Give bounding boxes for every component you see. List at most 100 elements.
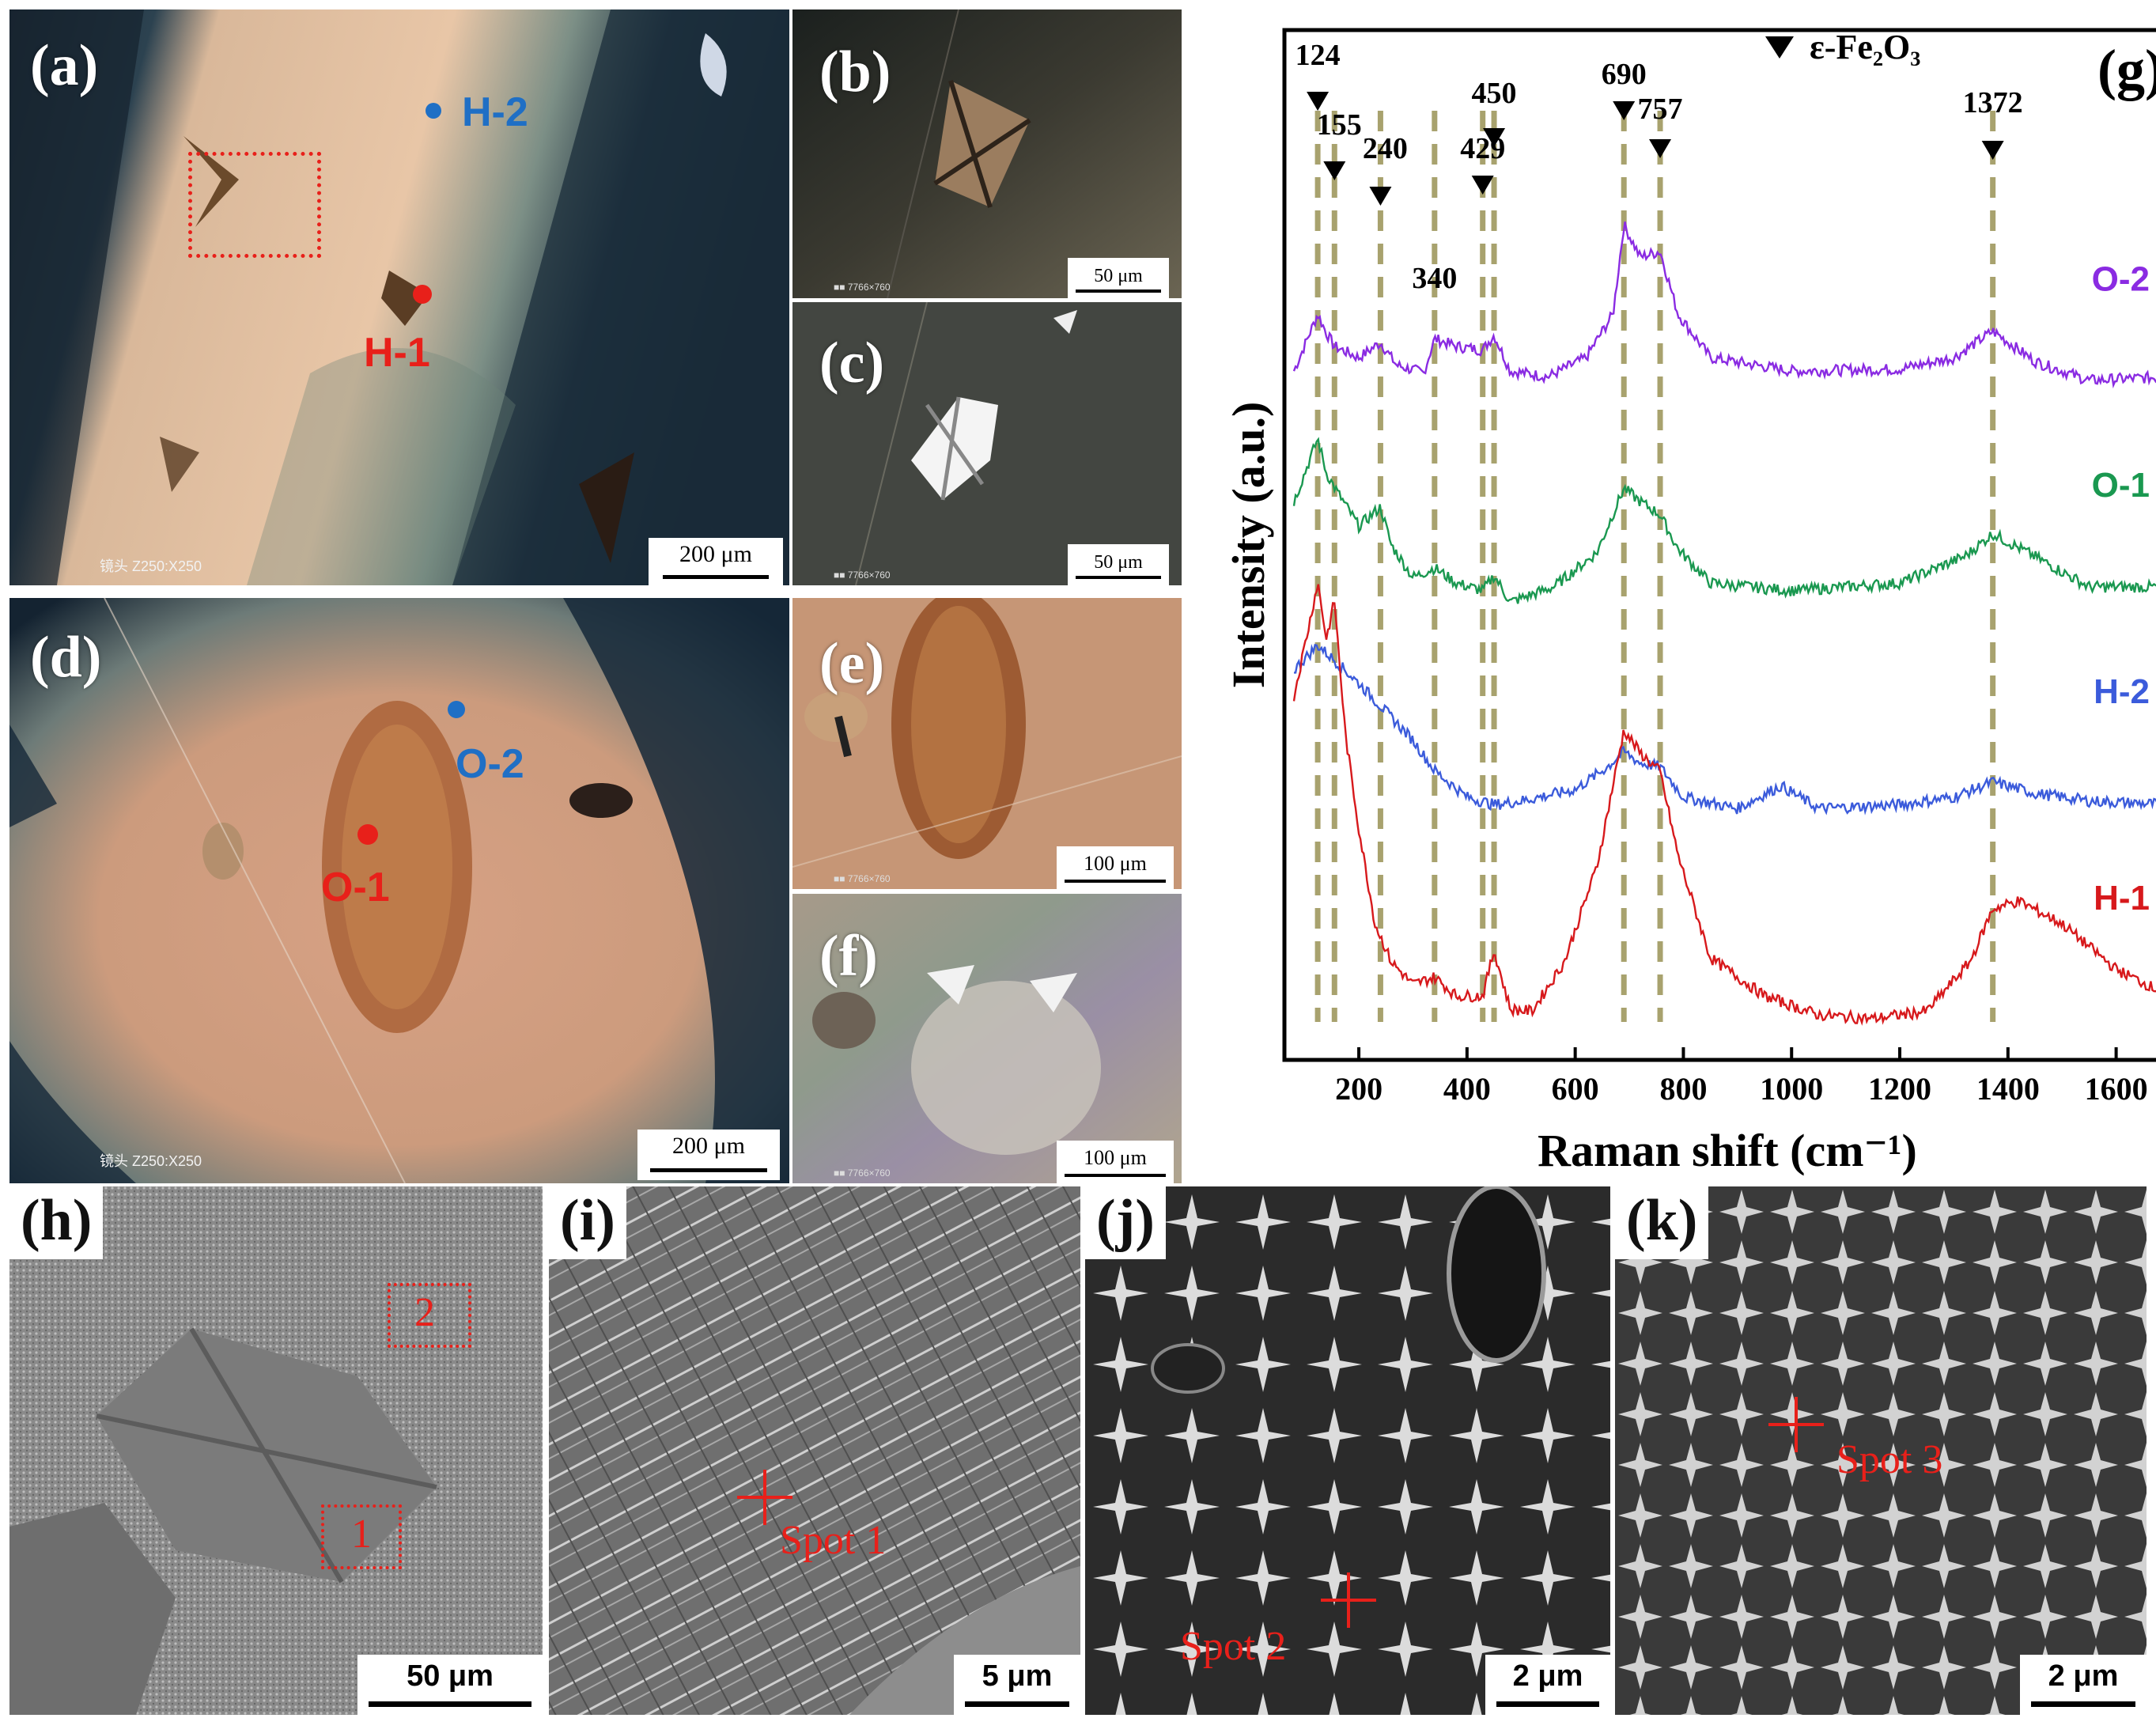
peak-triangle: [1483, 128, 1506, 147]
panel-label: (k): [1615, 1186, 1709, 1259]
micro-info: ■■ 7766×760: [834, 1167, 891, 1179]
panel-d: (d) O-2 O-1 镜头 Z250:X250 200 μm: [9, 598, 789, 1183]
panel-h: (h) 2 1 50 μm: [9, 1186, 543, 1715]
scale-bar-label: 2 μm: [2048, 1659, 2119, 1693]
scale-bar-label: 50 μm: [407, 1659, 494, 1693]
spot-label-2: Spot 2: [1180, 1624, 1287, 1669]
peak-label: 340: [1412, 262, 1457, 295]
peak-triangle: [1307, 92, 1330, 111]
optical-image-d: [9, 598, 789, 1183]
panel-label: (g): [2097, 38, 2156, 101]
x-tick-label: 600: [1552, 1071, 1599, 1107]
scale-bar-label: 2 μm: [1512, 1659, 1583, 1693]
sem-image-k: [1615, 1186, 2147, 1715]
scale-bar: 2 μm: [1485, 1655, 1610, 1715]
spot-cross-1: [737, 1470, 792, 1525]
peak-label: 240: [1363, 132, 1408, 165]
optical-image-f: [792, 894, 1182, 1183]
scale-bar-label: 100 μm: [1084, 1146, 1147, 1169]
peak-label: 124: [1295, 39, 1341, 72]
point-label-h2: H-2: [462, 89, 528, 135]
scale-bar: 100 μm: [1057, 846, 1174, 889]
selection-box: [188, 152, 321, 258]
point-marker-h1: [413, 285, 432, 304]
point-marker-h2: [426, 103, 441, 119]
panel-label: (h): [9, 1186, 104, 1259]
peak-label: 757: [1638, 93, 1683, 126]
scale-bar: 200 μm: [637, 1130, 780, 1180]
panel-label: (e): [819, 631, 885, 696]
scale-bar-label: 50 μm: [1094, 266, 1143, 286]
x-tick-label: 1200: [1868, 1071, 1931, 1107]
peak-triangle: [1613, 101, 1636, 120]
region-box-2: 2: [388, 1283, 471, 1348]
lens-info: 镜头 Z250:X250: [100, 1153, 202, 1169]
scale-bar-label: 100 μm: [1084, 852, 1147, 875]
region-box-1: 1: [321, 1504, 402, 1569]
scale-bar-label: 200 μm: [679, 541, 752, 567]
scale-bar: 50 μm: [1068, 258, 1169, 298]
panel-label: (b): [819, 40, 891, 104]
raman-chart: 200 400 600 800 1000 1200 1400 1600 124 155 240 34…: [1223, 9, 2156, 1183]
micro-info: ■■ 7766×760: [834, 570, 891, 581]
scale-bar: 50 μm: [357, 1655, 543, 1715]
legend-triangle-icon: [1765, 36, 1794, 59]
region-box-2-label: 2: [414, 1290, 435, 1335]
scale-bar-line: [650, 1168, 767, 1172]
scale-bar: 200 μm: [649, 538, 783, 585]
panel-j: (j) Spot 2 2 μm: [1085, 1186, 1610, 1715]
series-label-o-1: O-1: [2092, 466, 2150, 505]
plot-frame: [1282, 28, 2156, 1062]
scale-bar-label: 5 μm: [982, 1659, 1053, 1693]
sem-image-i: [549, 1186, 1080, 1715]
point-label-o1: O-1: [321, 865, 390, 910]
region-box-1-label: 1: [351, 1512, 372, 1557]
scale-bar-label: 50 μm: [1094, 552, 1143, 573]
sem-image-j: [1085, 1186, 1610, 1715]
scale-bar: 2 μm: [2020, 1655, 2147, 1715]
scale-bar: 50 μm: [1068, 544, 1169, 585]
scale-bar-line: [1065, 1174, 1166, 1177]
peak-triangle: [1471, 176, 1494, 195]
scale-bar-line: [2031, 1701, 2135, 1707]
panel-c: (c) ■■ 7766×760 50 μm: [792, 302, 1182, 585]
x-tick-label: 1600: [2085, 1071, 2148, 1107]
micro-info: ■■ 7766×760: [834, 282, 891, 293]
peak-label: 450: [1472, 77, 1517, 110]
panel-f: (f) ■■ 7766×760 100 μm: [792, 894, 1182, 1183]
panel-label: (f): [819, 924, 878, 989]
point-label-h1: H-1: [364, 330, 430, 376]
peak-triangle: [1981, 141, 2004, 160]
x-tick-label: 1000: [1760, 1071, 1823, 1107]
series-line-h-1: [1292, 584, 2156, 1026]
peak-label: 690: [1602, 58, 1647, 91]
spot-label-3: Spot 3: [1836, 1437, 1943, 1482]
scale-bar-line: [1496, 1701, 1599, 1707]
panel-label: (d): [30, 625, 102, 690]
point-marker-o2: [448, 701, 465, 718]
x-tick-label: 400: [1443, 1071, 1491, 1107]
peak-triangle: [1369, 187, 1392, 206]
point-label-o2: O-2: [456, 741, 524, 787]
x-tick-label: 800: [1659, 1071, 1707, 1107]
panel-label: (c): [819, 331, 885, 395]
panel-label: (a): [30, 33, 99, 98]
optical-image-c: [792, 302, 1182, 585]
series-line-o-2: [1292, 221, 2156, 389]
peak-triangle: [1649, 139, 1672, 158]
panel-label: (j): [1085, 1186, 1166, 1259]
scale-bar: 5 μm: [954, 1655, 1080, 1715]
sem-image-h: [9, 1186, 543, 1715]
peak-triangle: [1323, 161, 1346, 180]
series-line-o-1: [1292, 437, 2156, 604]
series-label-o-2: O-2: [2092, 259, 2150, 298]
x-tick-label: 1400: [1976, 1071, 2040, 1107]
peak-label: 1372: [1963, 86, 2023, 119]
point-marker-o1: [357, 824, 378, 845]
optical-image-e: [792, 598, 1182, 889]
lens-info: 镜头 Z250:X250: [100, 558, 202, 574]
series-label-h-2: H-2: [2094, 672, 2150, 711]
scale-bar: 100 μm: [1057, 1141, 1174, 1183]
